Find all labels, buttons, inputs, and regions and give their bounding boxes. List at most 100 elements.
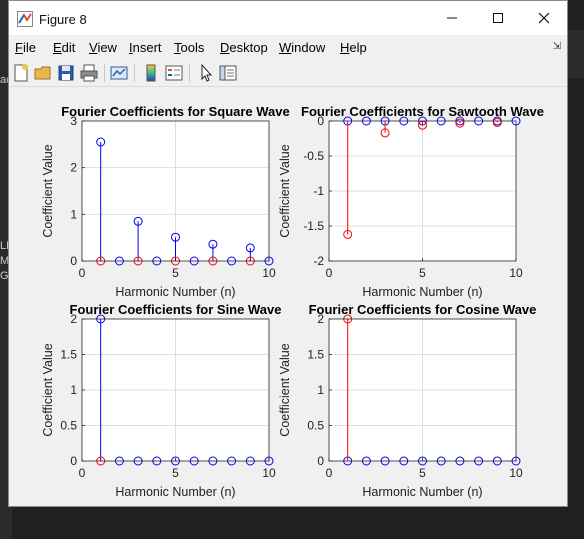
print-icon[interactable]: [79, 63, 99, 83]
y-tick-label: 2: [70, 161, 77, 175]
chart-title: Fourier Coefficients for Sawtooth Wave: [301, 104, 544, 119]
menu-label-rest: elp: [349, 40, 367, 55]
chart-title: Fourier Coefficients for Square Wave: [61, 104, 290, 119]
y-tick-label: 2: [70, 312, 77, 326]
y-tick-label: 1.5: [60, 348, 77, 362]
insert-colorbar-icon[interactable]: [141, 63, 161, 83]
x-tick-label: 5: [172, 266, 179, 280]
stem-marker: [343, 229, 353, 239]
x-tick-label: 0: [79, 266, 86, 280]
close-button[interactable]: [521, 1, 567, 35]
chart-title: Fourier Coefficients for Sine Wave: [70, 302, 282, 317]
y-tick-label: -0.5: [303, 149, 324, 163]
menu-accelerator: V: [89, 40, 98, 55]
open-file-icon[interactable]: [33, 63, 53, 83]
menu-accelerator: T: [174, 40, 181, 55]
y-tick-label: 0.5: [60, 419, 77, 433]
stem-marker: [492, 117, 502, 127]
menu-item[interactable]: Window: [279, 40, 325, 55]
x-tick-label: 5: [419, 266, 426, 280]
background-window-edge-right: [568, 30, 584, 78]
menu-item[interactable]: View: [89, 40, 117, 55]
y-tick-label: 1: [317, 383, 324, 397]
x-tick-label: 10: [262, 266, 276, 280]
x-axis-label: Harmonic Number (n): [115, 285, 235, 299]
y-tick-label: 0: [317, 454, 324, 468]
new-figure-icon[interactable]: [11, 63, 31, 83]
y-axis-label: Coefficient Value: [278, 343, 292, 436]
menu-accelerator: F: [15, 40, 23, 55]
figure-toolbar: [9, 59, 567, 87]
y-tick-label: 0: [317, 114, 324, 128]
figure-window: Figure 8 File Edit View Insert Tools Desktop W…: [8, 0, 568, 507]
stem-marker: [133, 216, 143, 226]
x-tick-label: 5: [172, 466, 179, 480]
y-tick-label: 1.5: [307, 348, 324, 362]
menu-item[interactable]: Insert: [129, 40, 162, 55]
stem-marker: [380, 128, 390, 138]
menu-accelerator: W: [279, 40, 292, 55]
x-tick-label: 10: [262, 466, 276, 480]
x-tick-label: 0: [326, 466, 333, 480]
menu-label-rest: indow: [291, 40, 326, 55]
menu-label-rest: ools: [180, 40, 205, 55]
y-axis-label: Coefficient Value: [41, 144, 55, 237]
y-tick-label: 1: [70, 207, 77, 221]
menu-item[interactable]: Tools: [174, 40, 204, 55]
x-tick-label: 10: [509, 466, 523, 480]
menu-accelerator: H: [340, 40, 350, 55]
stem-marker: [455, 118, 465, 128]
x-tick-label: 0: [79, 466, 86, 480]
maximize-icon: [493, 13, 503, 23]
link-plot-icon[interactable]: [109, 63, 129, 83]
stem-marker: [208, 239, 218, 249]
x-axis-label: Harmonic Number (n): [362, 485, 482, 499]
menu-accelerator: I: [129, 40, 133, 55]
toolbar-separator: [104, 64, 105, 82]
dock-arrow-icon[interactable]: ⇲: [552, 41, 561, 52]
menu-label-rest: ile: [22, 40, 36, 55]
x-tick-label: 10: [509, 266, 523, 280]
matlab-app-icon: [17, 11, 33, 27]
toolbar-separator: [189, 64, 190, 82]
insert-legend-icon[interactable]: [164, 63, 184, 83]
menu-label-rest: nsert: [132, 40, 162, 55]
stem-marker: [245, 243, 255, 253]
menu-item[interactable]: Edit: [53, 40, 75, 55]
background-text: ac: [0, 74, 12, 86]
y-tick-label: 2: [317, 312, 324, 326]
x-axis-label: Harmonic Number (n): [115, 485, 235, 499]
x-axis-label: Harmonic Number (n): [362, 285, 482, 299]
y-tick-label: 0: [70, 454, 77, 468]
toolbar-separator: [134, 64, 135, 82]
title-bar[interactable]: Figure 8: [9, 1, 567, 35]
menu-accelerator: D: [220, 40, 230, 55]
minimize-button[interactable]: [429, 1, 475, 35]
menu-item[interactable]: Help: [340, 40, 367, 55]
y-tick-label: 0: [70, 254, 77, 268]
y-axis-label: Coefficient Value: [278, 144, 292, 237]
menu-item[interactable]: Desktop: [220, 40, 268, 55]
maximize-button[interactable]: [475, 1, 521, 35]
y-tick-label: 3: [70, 114, 77, 128]
menu-item[interactable]: File: [15, 40, 36, 55]
minimize-icon: [447, 17, 457, 19]
menu-bar: File Edit View Insert Tools Desktop Window Help: [9, 35, 567, 59]
menu-label-rest: iew: [97, 40, 117, 55]
chart-title: Fourier Coefficients for Cosine Wave: [309, 302, 537, 317]
stem-marker: [171, 232, 180, 242]
window-title: Figure 8: [39, 12, 87, 27]
menu-label-rest: esktop: [229, 40, 268, 55]
y-axis-label: Coefficient Value: [41, 343, 55, 436]
stem-marker: [96, 137, 106, 147]
property-inspector-icon[interactable]: [218, 63, 238, 83]
y-tick-label: 0.5: [307, 419, 324, 433]
y-tick-label: -2: [313, 254, 324, 268]
pointer-icon[interactable]: [196, 63, 216, 83]
y-tick-label: 1: [70, 383, 77, 397]
save-icon[interactable]: [56, 63, 76, 83]
y-tick-label: -1.5: [303, 219, 324, 233]
x-tick-label: 0: [326, 266, 333, 280]
figure-canvas[interactable]: 0 5 10 0 1 2 3 Fourier Coefficients for Square …: [9, 87, 567, 506]
